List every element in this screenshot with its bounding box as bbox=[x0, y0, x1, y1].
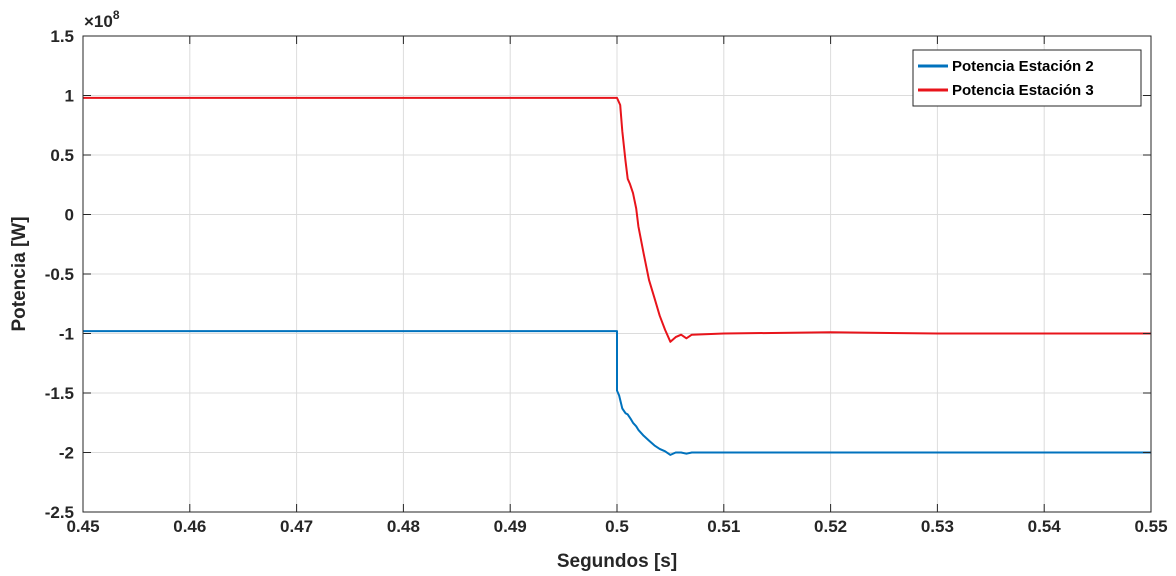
x-tick-label: 0.52 bbox=[814, 517, 847, 536]
x-tick-label: 0.48 bbox=[387, 517, 420, 536]
svg-text:×108: ×108 bbox=[84, 8, 120, 31]
x-tick-label: 0.45 bbox=[66, 517, 99, 536]
y-axis-label: Potencia [W] bbox=[9, 216, 30, 331]
series-line-estacion-3 bbox=[83, 96, 1151, 343]
x-tick-label: 0.5 bbox=[605, 517, 629, 536]
legend-label-estacion-3: Potencia Estación 3 bbox=[952, 82, 1094, 99]
legend-label-estacion-2: Potencia Estación 2 bbox=[952, 58, 1094, 75]
y-tick-label: 0.5 bbox=[50, 146, 74, 165]
y-tick-label: -0.5 bbox=[45, 265, 74, 284]
x-tick-label: 0.46 bbox=[173, 517, 206, 536]
legend-box bbox=[912, 49, 1142, 107]
series-layer bbox=[83, 96, 1151, 456]
y-tick-label: -1.5 bbox=[45, 384, 74, 403]
y-tick-label: -2.5 bbox=[45, 503, 74, 522]
y-tick-label: -2 bbox=[59, 444, 74, 463]
y-tick-label: -1 bbox=[59, 325, 74, 344]
y-exponent-power: 8 bbox=[113, 8, 120, 22]
x-tick-label: 0.54 bbox=[1028, 517, 1062, 536]
series-line-estacion-2 bbox=[83, 330, 1151, 456]
x-axis-label: Segundos [s] bbox=[557, 551, 677, 572]
y-tick-label: 1.5 bbox=[50, 27, 74, 46]
tick-labels: 0.45 0.46 0.47 0.48 0.49 0.5 0.51 0.52 0.53 0.54 0… bbox=[45, 27, 1168, 536]
x-tick-label: 0.55 bbox=[1134, 517, 1167, 536]
x-tick-label: 0.51 bbox=[707, 517, 740, 536]
legend: Potencia Estación 2 Potencia Estación 3 bbox=[912, 49, 1142, 107]
x-tick-label: 0.47 bbox=[280, 517, 313, 536]
tick-marks bbox=[82, 35, 1152, 513]
x-tick-label: 0.53 bbox=[921, 517, 954, 536]
y-exponent-base: ×10 bbox=[84, 12, 113, 31]
y-tick-label: 0 bbox=[65, 206, 74, 225]
x-tick-label: 0.49 bbox=[494, 517, 527, 536]
y-tick-label: 1 bbox=[65, 87, 74, 106]
y-exponent-label: ×108 bbox=[84, 8, 120, 31]
